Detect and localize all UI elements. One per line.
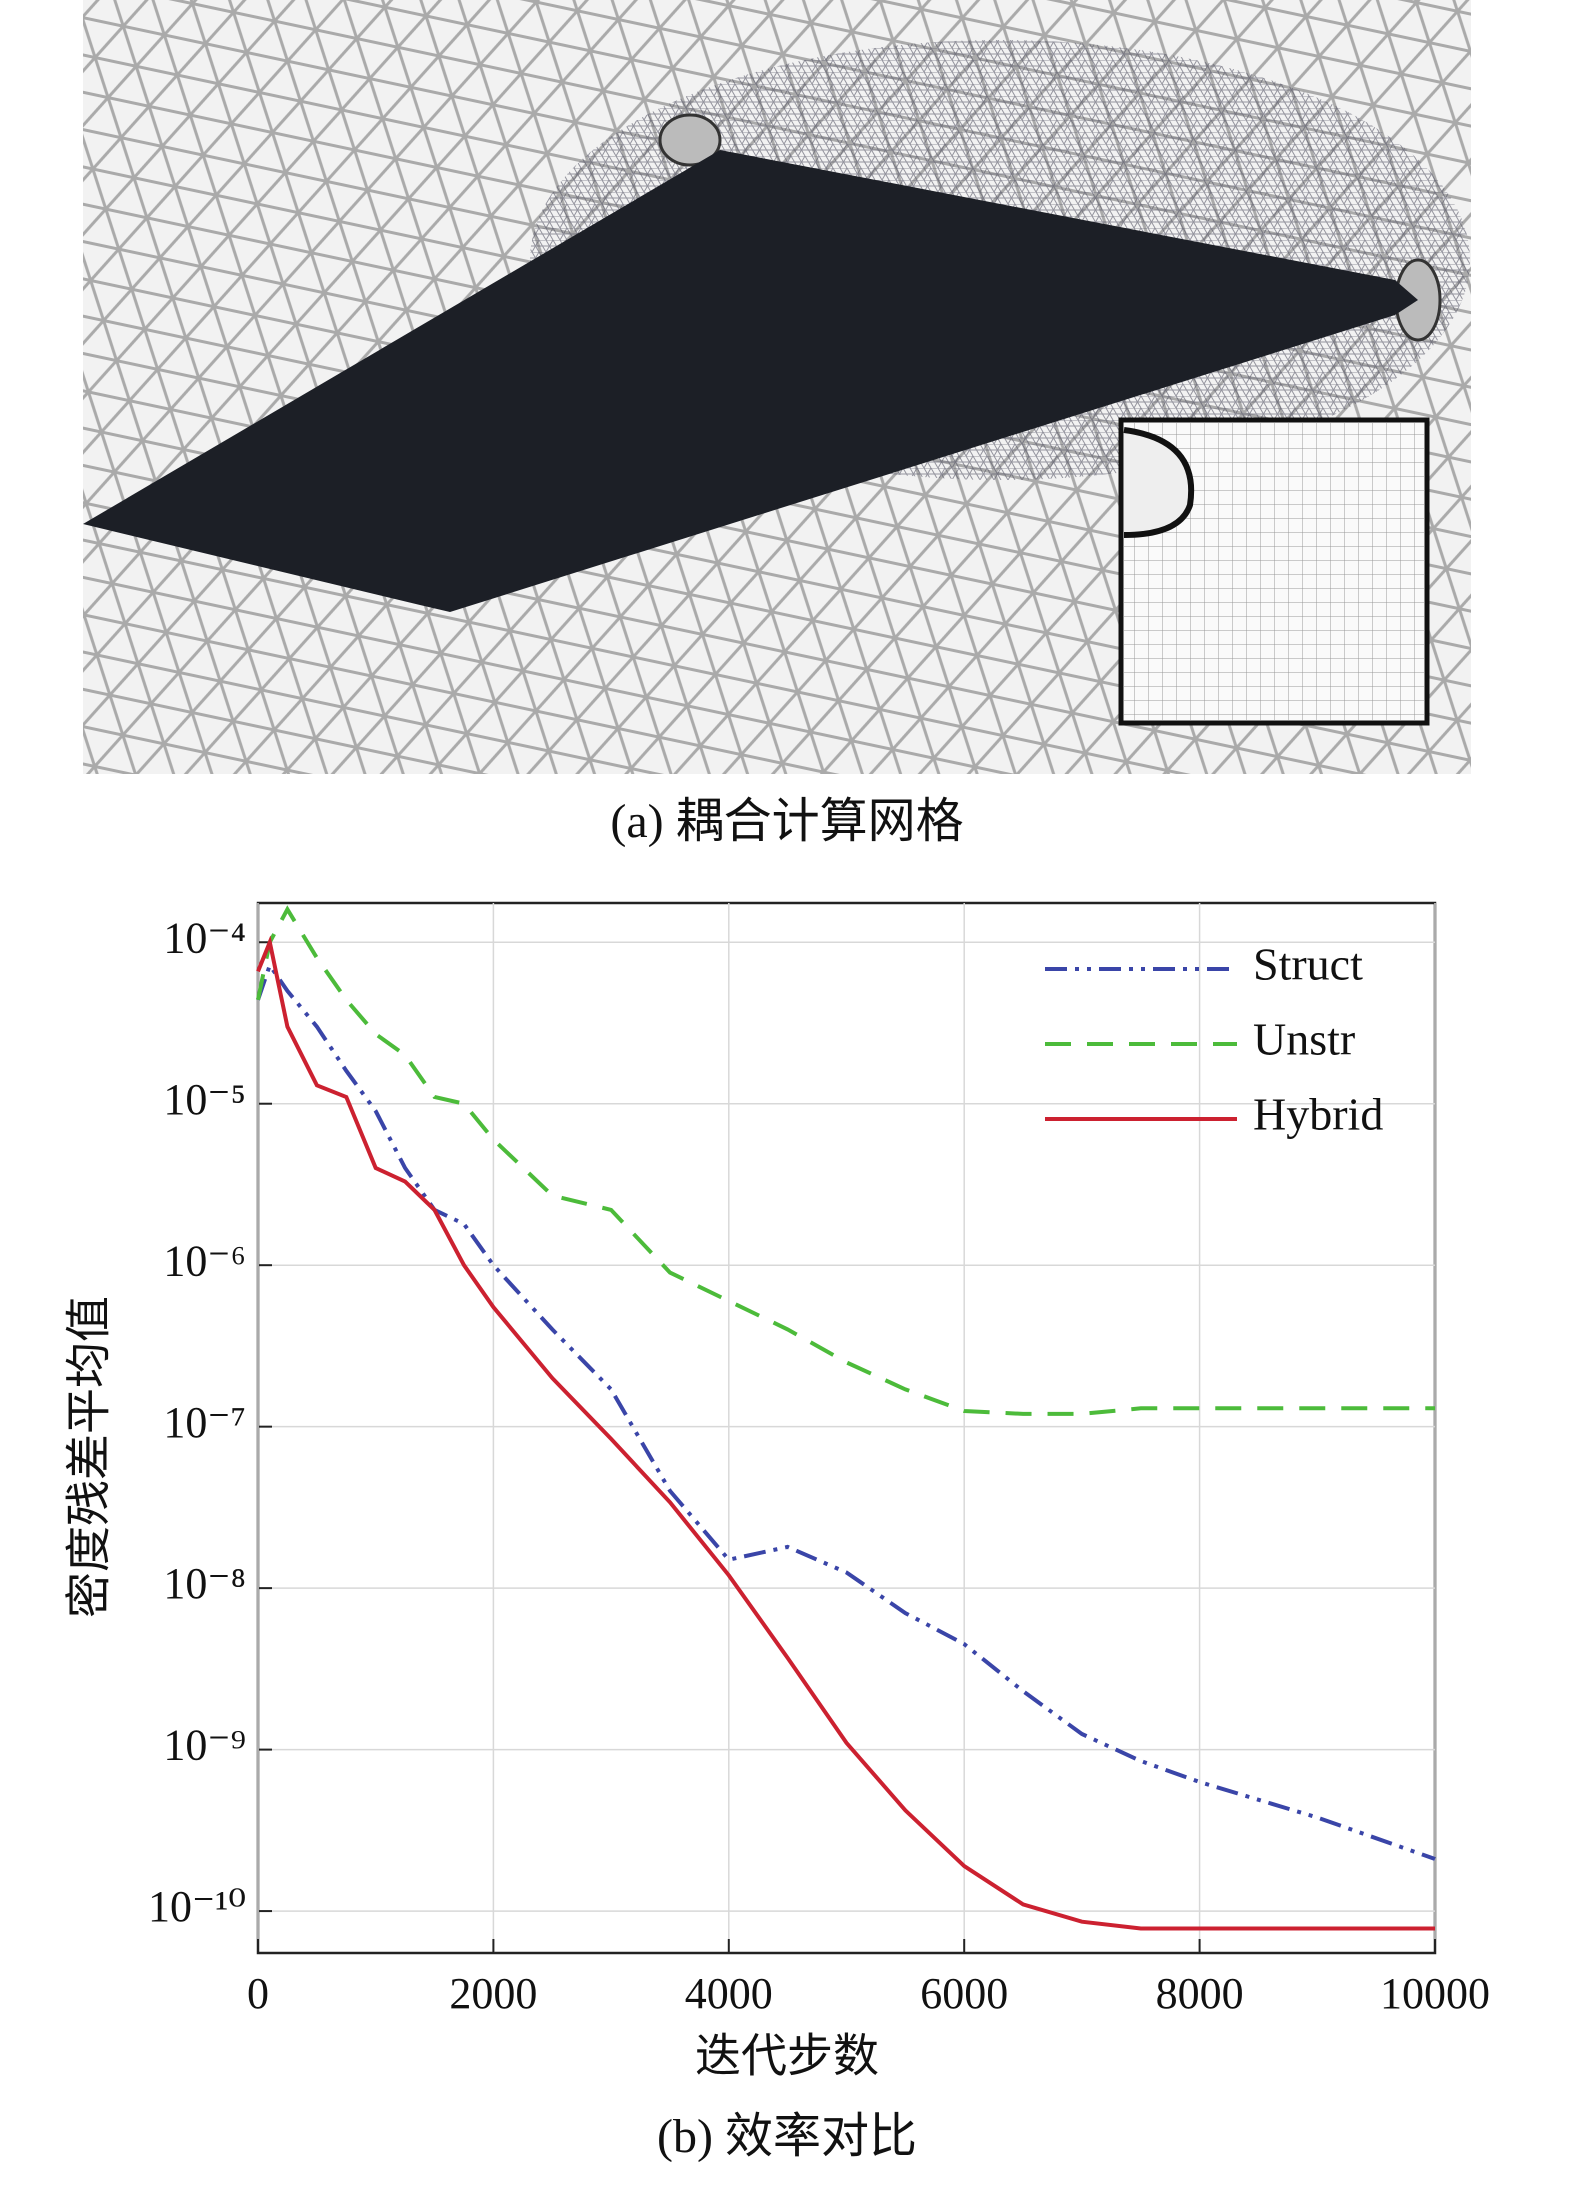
y-tick-label: 10⁻¹⁰ — [148, 1882, 246, 1931]
y-tick-label: 10⁻⁸ — [163, 1559, 246, 1608]
x-tick-label: 0 — [247, 1969, 269, 2018]
x-axis-label: 迭代步数 — [695, 2031, 879, 2082]
series-line — [256, 935, 1435, 1931]
caption: (a) 耦合计算网格 — [610, 795, 963, 848]
caption: (b) 效率对比 — [657, 2110, 917, 2163]
y-tick-label: 10⁻⁴ — [163, 913, 246, 962]
series-line — [256, 905, 1435, 1416]
legend-label: Unstr — [1253, 1014, 1355, 1065]
x-tick-label: 4000 — [685, 1969, 773, 2018]
y-axis-label: 密度残差平均值 — [64, 1296, 115, 1618]
y-tick-label: 10⁻⁷ — [163, 1398, 246, 1447]
x-tick-label: 8000 — [1156, 1969, 1244, 2018]
y-tick-label: 10⁻⁵ — [163, 1075, 246, 1124]
y-tick-label: 10⁻⁹ — [163, 1721, 246, 1770]
mesh-image — [83, 0, 1471, 774]
x-tick-label: 10000 — [1380, 1969, 1490, 2018]
x-tick-label: 2000 — [449, 1969, 537, 2018]
x-tick-label: 6000 — [920, 1969, 1008, 2018]
legend-label: Hybrid — [1253, 1089, 1383, 1140]
legend-label: Struct — [1253, 939, 1363, 990]
y-tick-label: 10⁻⁶ — [163, 1236, 246, 1285]
